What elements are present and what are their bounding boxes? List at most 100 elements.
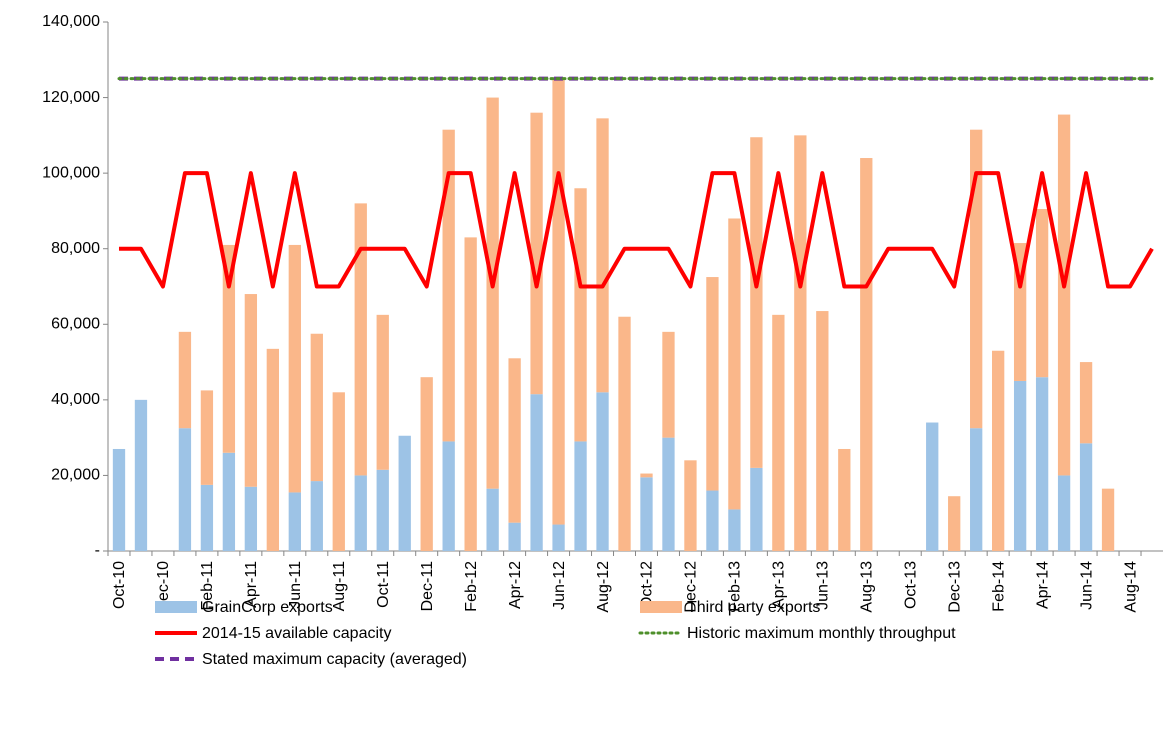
- y-tick-label: 120,000: [42, 89, 100, 106]
- bar: [266, 348, 279, 551]
- x-tick-label: Oct-12: [639, 561, 656, 609]
- bar: [1013, 380, 1027, 551]
- y-tick-label: 20,000: [51, 467, 100, 484]
- bar: [222, 244, 236, 453]
- bar: [288, 244, 301, 493]
- x-tick-label: Apr-11: [243, 561, 260, 608]
- bar: [552, 78, 565, 525]
- bar: [442, 129, 455, 442]
- bar: [200, 484, 214, 551]
- bar: [838, 448, 851, 551]
- y-tick-label: 100,000: [42, 164, 100, 181]
- y-tick-label: -: [95, 542, 100, 559]
- x-tick-label: Dec-12: [683, 561, 700, 613]
- bar: [596, 392, 609, 551]
- legend-label: Third party exports: [687, 599, 820, 616]
- bar: [970, 428, 983, 551]
- y-tick-label: 40,000: [51, 391, 100, 408]
- x-tick-label: Feb-11: [199, 561, 216, 611]
- y-tick-label: 140,000: [42, 13, 100, 30]
- x-tick-label: Jun-13: [815, 561, 832, 610]
- bar: [288, 492, 301, 551]
- bar: [200, 390, 214, 485]
- y-tick-label: 60,000: [51, 316, 100, 333]
- legend-label: 2014-15 available capacity: [202, 625, 391, 642]
- bar: [244, 486, 258, 551]
- legend-swatch: [640, 601, 682, 613]
- x-tick-label: Aug-12: [595, 561, 612, 613]
- x-tick-label: Aug-11: [331, 561, 348, 612]
- bar: [596, 118, 609, 393]
- legend-swatch: [155, 601, 197, 613]
- bar: [1057, 475, 1071, 551]
- bar: [398, 435, 411, 551]
- y-tick-label: 80,000: [51, 240, 100, 257]
- bar: [508, 522, 521, 551]
- bar: [508, 358, 521, 523]
- x-tick-label: Feb-12: [463, 561, 480, 612]
- bar: [794, 135, 807, 551]
- bar: [552, 524, 565, 551]
- x-tick-label: Aug-14: [1122, 561, 1139, 613]
- bar: [662, 331, 675, 438]
- bar: [1057, 114, 1071, 476]
- bar: [706, 490, 719, 551]
- x-tick-label: Apr-13: [771, 561, 788, 609]
- bar: [640, 477, 653, 551]
- x-tick-label: Jun-14: [1078, 561, 1095, 610]
- x-tick-label: Feb-13: [727, 561, 744, 612]
- legend-label: Stated maximum capacity (averaged): [202, 651, 467, 668]
- bar: [970, 129, 983, 429]
- bar: [640, 473, 653, 478]
- bar: [574, 441, 587, 551]
- bar: [376, 314, 389, 470]
- bar: [222, 452, 236, 551]
- line-series: [118, 171, 1154, 289]
- bar: [442, 441, 455, 551]
- bar: [530, 112, 543, 395]
- bar: [464, 237, 477, 551]
- x-tick-label: Oct-13: [902, 561, 919, 609]
- bar: [178, 331, 192, 429]
- x-tick-label: Oct-11: [375, 561, 392, 608]
- bar: [178, 428, 192, 551]
- x-tick-label: Jun-12: [551, 561, 568, 610]
- bar: [926, 422, 939, 551]
- bar: [486, 97, 499, 489]
- bar: [354, 475, 367, 551]
- x-tick-label: Oct-10: [111, 561, 128, 609]
- bar: [134, 399, 148, 551]
- bar: [728, 218, 741, 510]
- bar: [860, 158, 873, 551]
- bar: [1101, 488, 1115, 551]
- bar: [1079, 362, 1093, 444]
- bar: [816, 311, 829, 551]
- bar: [706, 277, 719, 491]
- legend-label: GrainCorp exports: [202, 599, 333, 616]
- bar: [772, 314, 785, 551]
- bar: [244, 294, 258, 487]
- legend-label: Historic maximum monthly throughput: [687, 625, 956, 642]
- bar: [310, 481, 323, 551]
- x-tick-label: Dec-10: [155, 561, 172, 613]
- bar: [948, 496, 961, 551]
- x-tick-label: Feb-14: [990, 561, 1007, 612]
- bar: [618, 316, 631, 551]
- bar: [662, 437, 675, 551]
- x-tick-label: Apr-14: [1034, 561, 1051, 609]
- bar: [574, 188, 587, 442]
- bar: [310, 333, 323, 482]
- x-tick-label: Aug-13: [859, 561, 876, 613]
- bar: [1035, 377, 1049, 551]
- bar: [750, 137, 763, 468]
- x-tick-label: Jun-11: [287, 561, 304, 609]
- bar: [992, 350, 1005, 551]
- x-tick-label: Dec-11: [419, 561, 436, 611]
- bar: [684, 460, 697, 551]
- bar: [530, 394, 543, 551]
- bar: [1079, 443, 1093, 551]
- bar: [420, 377, 433, 551]
- x-tick-label: Apr-12: [507, 561, 524, 609]
- bar: [728, 509, 741, 551]
